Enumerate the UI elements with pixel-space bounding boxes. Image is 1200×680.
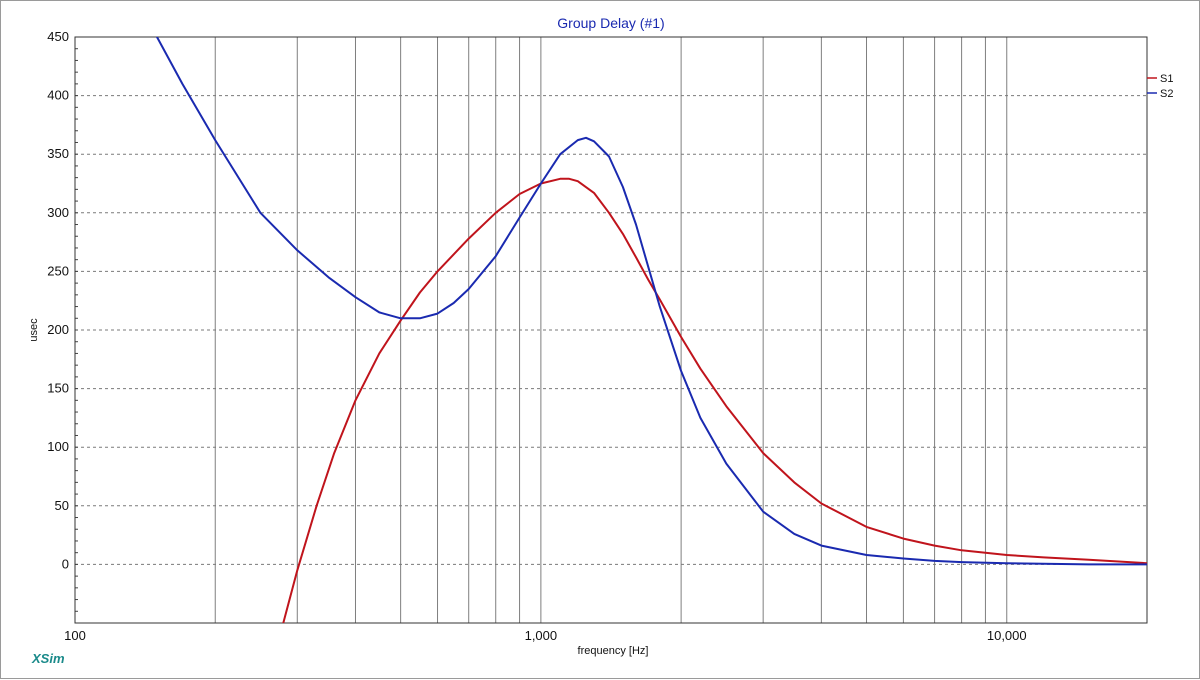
series-line-s2 — [156, 37, 1147, 566]
y-axis-label: usec — [28, 318, 40, 342]
y-tick-label: 450 — [47, 29, 69, 44]
series-line-s1 — [282, 177, 1147, 623]
y-tick-label: 250 — [47, 263, 69, 278]
x-tick-label: 10,000 — [987, 628, 1027, 643]
legend-label-s1: S1 — [1160, 73, 1173, 85]
x-tick-label: 100 — [64, 628, 86, 643]
grid-lines — [75, 36, 1147, 624]
xsim-logo: XSim — [32, 651, 65, 666]
y-tick-label: 300 — [47, 205, 69, 220]
x-axis-label: frequency [Hz] — [578, 645, 649, 657]
y-tick-label: 350 — [47, 146, 69, 161]
y-tick-label: 150 — [47, 381, 69, 396]
plot-area-border — [74, 36, 1148, 624]
y-tick-label: 100 — [47, 439, 69, 454]
legend-label-s2: S2 — [1160, 88, 1173, 100]
y-tick-label: 400 — [47, 88, 69, 103]
series-group — [156, 37, 1147, 623]
y-tick-label: 0 — [62, 556, 69, 571]
x-tick-label: 1,000 — [525, 628, 558, 643]
y-tick-label: 200 — [47, 322, 69, 337]
chart-title: Group Delay (#1) — [557, 15, 664, 31]
y-tick-label: 50 — [55, 498, 69, 513]
